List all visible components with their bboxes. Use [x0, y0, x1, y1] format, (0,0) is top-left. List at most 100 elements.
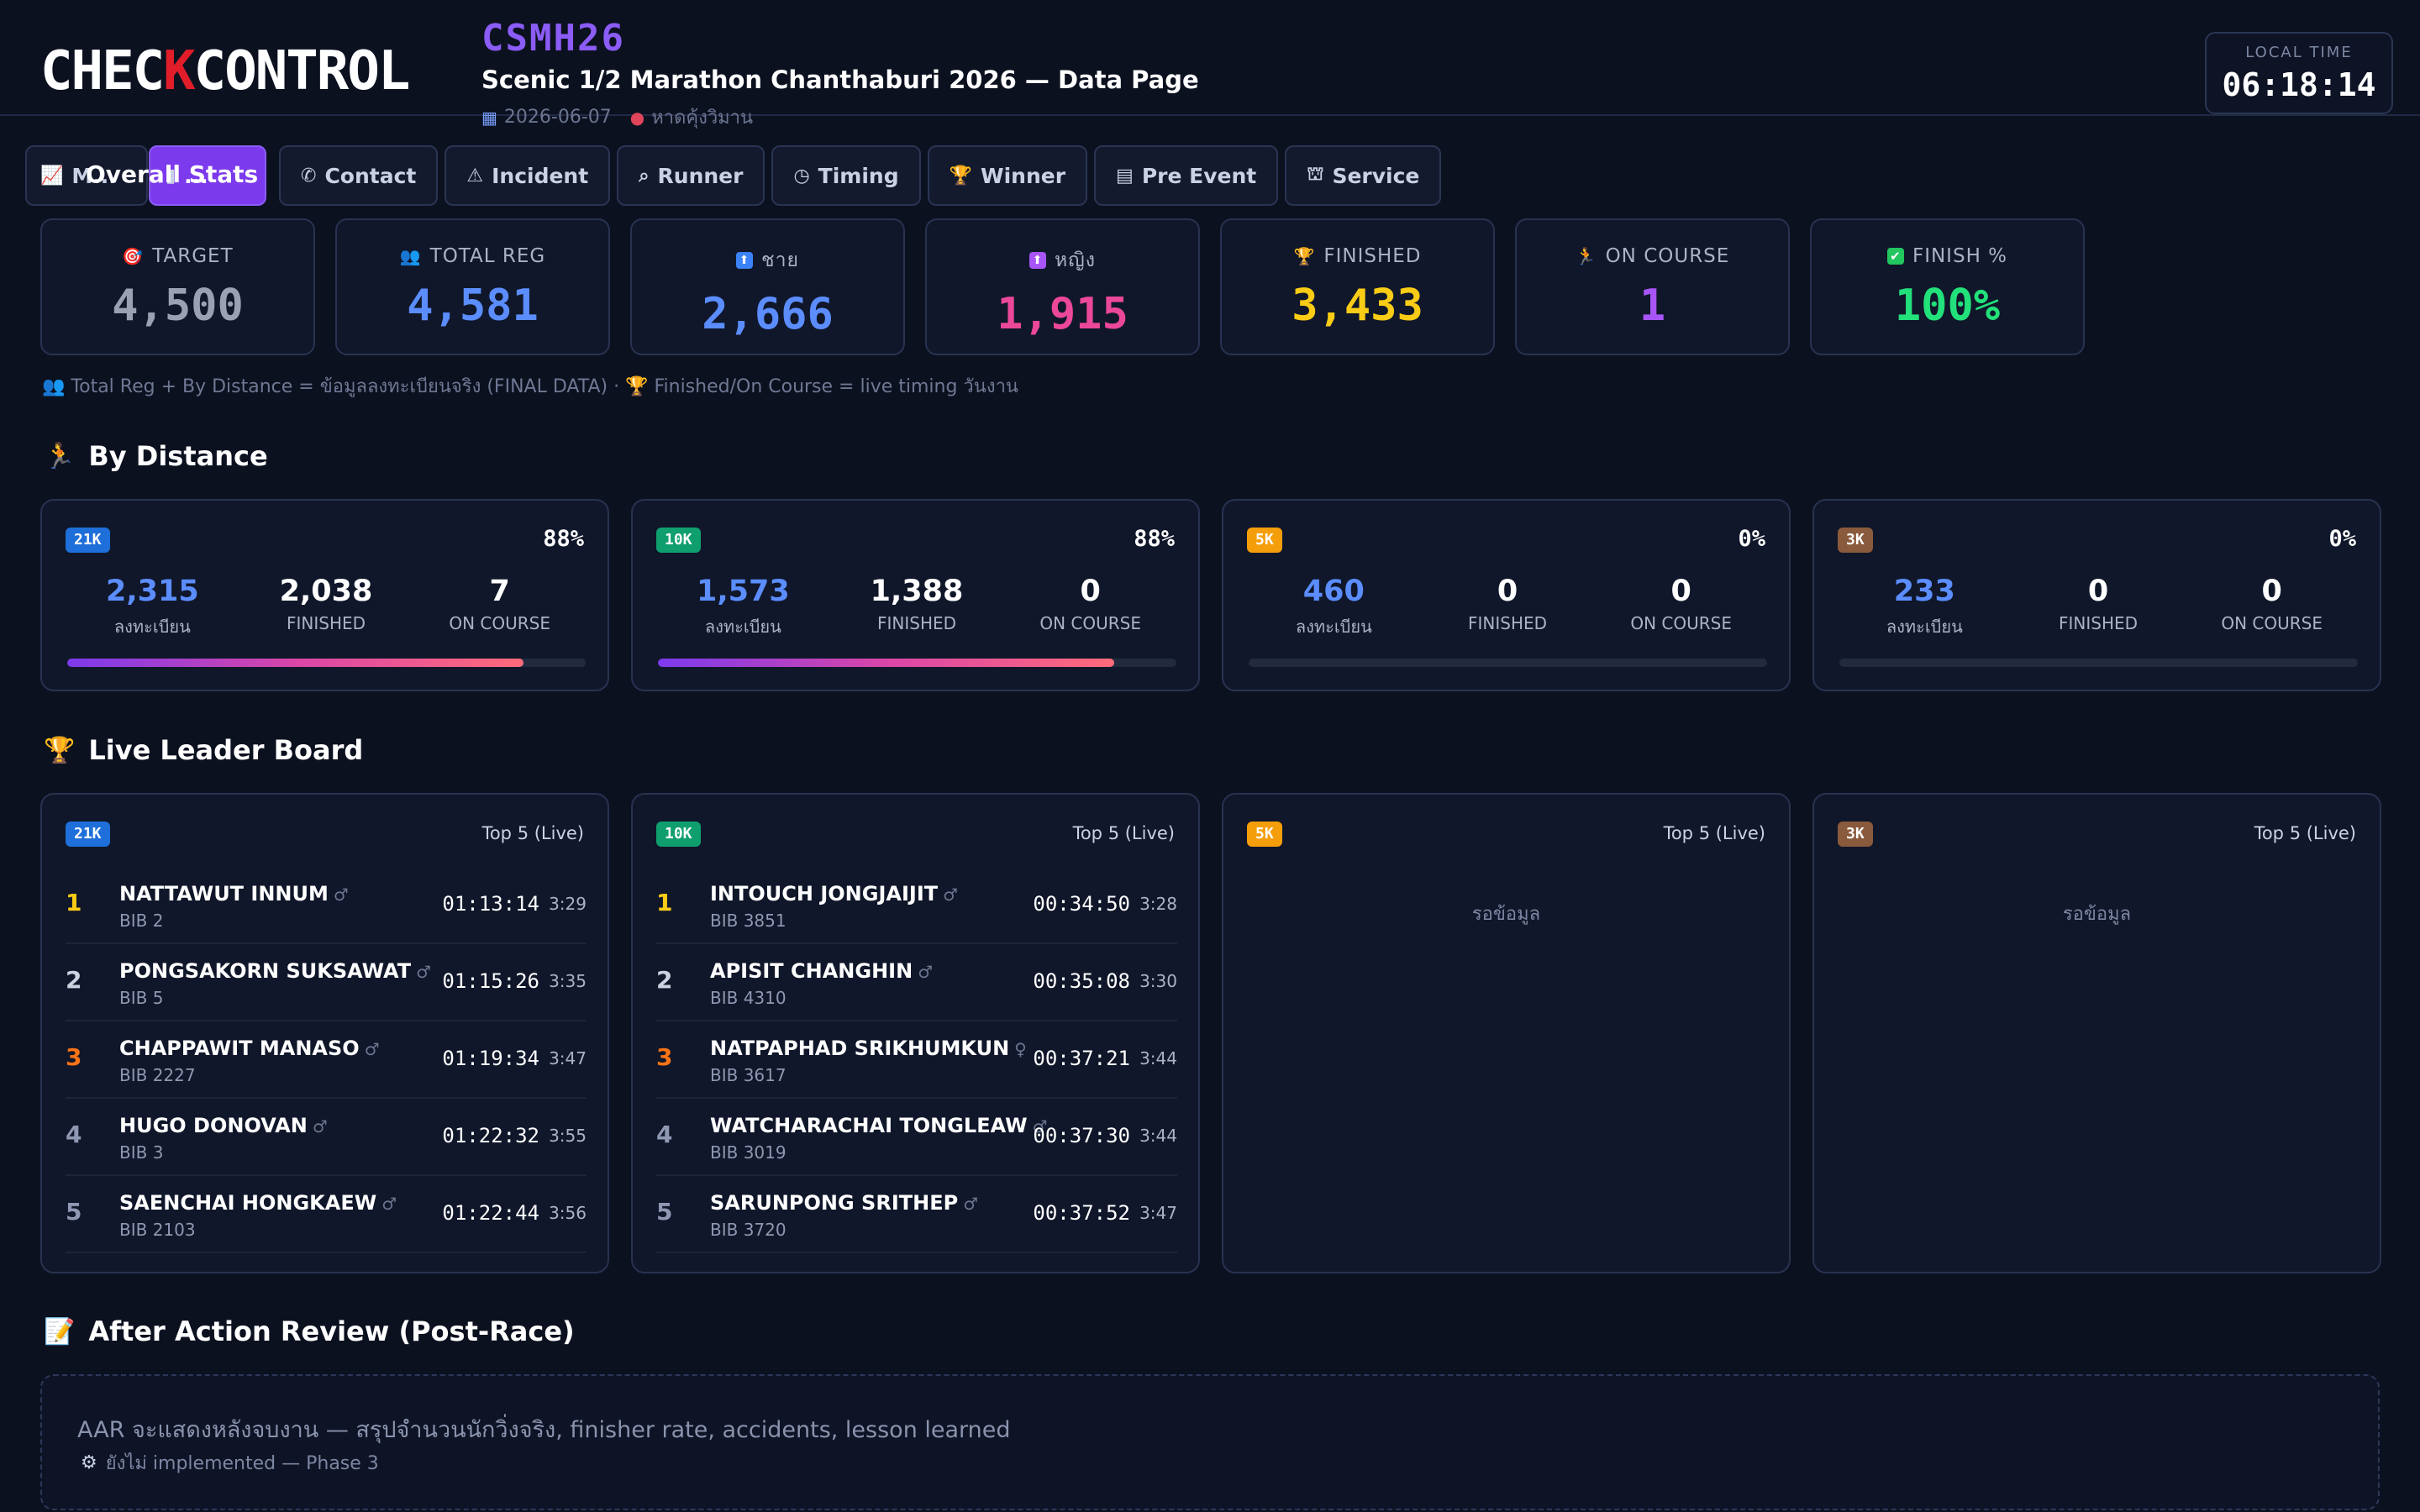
finish-time: 00:35:08: [1033, 969, 1130, 993]
stat-label-row: ⬆ ชาย: [632, 245, 903, 276]
stats-icon: ▮: [166, 165, 176, 186]
trophy-icon: 🏆: [949, 165, 972, 186]
runner-name: SAENCHAI HONGKAEW ♂: [119, 1191, 397, 1215]
table-row[interactable]: 2 APISIT CHANGHIN ♂ BIB 4310 00:35:08 3:30: [656, 944, 1177, 1021]
distance-on-course-value: 7: [489, 575, 510, 608]
leader-board-21k: 21K Top 5 (Live) 1 NATTAWUT INNUM ♂ BIB 2 01:1…: [40, 793, 609, 1273]
event-title: Scenic 1/2 Marathon Chanthaburi 2026 — D…: [481, 66, 1199, 94]
distance-finished-value: 0: [2087, 575, 2109, 608]
distance-on-course-label: ON COURSE: [1039, 613, 1141, 633]
distance-stats: 2,315 ลงทะเบียน 2,038 FINISHED 7 ON COURSE: [66, 575, 587, 640]
table-row[interactable]: 1 NATTAWUT INNUM ♂ BIB 2 01:13:14 3:29: [66, 867, 587, 944]
pace: 3:44: [1139, 1048, 1177, 1068]
distance-percent: 0%: [1738, 526, 1765, 552]
table-row[interactable]: 3 NATPAPHAD SRIKHUMKUN ♀ BIB 3617 00:37:21 3:…: [656, 1021, 1177, 1099]
tab-runner[interactable]: ⌕ Runner: [617, 145, 765, 206]
pace: 3:30: [1139, 971, 1177, 991]
distance-on-course: 7 ON COURSE: [413, 575, 587, 640]
board-rows: 1 INTOUCH JONGJAIJIT ♂ BIB 3851 00:34:50 3:28…: [656, 867, 1177, 1253]
runner-bib: BIB 2227: [119, 1065, 196, 1085]
trophy-icon: 🏆: [1293, 246, 1316, 266]
stat-value: 3,433: [1292, 281, 1423, 331]
distance-progress-bar: [1839, 659, 2358, 667]
clock-time: 06:18:14: [2222, 66, 2376, 103]
distance-on-course-value: 0: [2261, 575, 2282, 608]
tab-winner[interactable]: 🏆 Winner: [927, 145, 1088, 206]
search-icon: ⌕: [639, 165, 650, 186]
stat-label: FINISHED: [1323, 245, 1422, 267]
tab-main[interactable]: 📈 M...: [25, 145, 148, 206]
female-icon: ⬆: [1029, 252, 1046, 269]
distance-registered-label: ลงทะเบียน: [1886, 617, 1963, 637]
distance-finished-value: 0: [1497, 575, 1518, 608]
tab-contact[interactable]: ✆ Contact: [279, 145, 439, 206]
tab-overall-stats[interactable]: ▮ ...: [149, 145, 266, 206]
rank-number: 4: [66, 1121, 82, 1148]
runner-bib: BIB 2: [119, 911, 164, 931]
distance-progress-bar: [67, 659, 586, 667]
pace: 3:35: [549, 971, 587, 991]
male-icon: ⬆: [735, 252, 753, 269]
finish-time: 01:15:26: [442, 969, 539, 993]
runner-icon: 🏃: [44, 441, 76, 471]
memo-icon: 📝: [44, 1316, 76, 1347]
gender-icon: ♂: [312, 1116, 328, 1137]
stat-label-row: ⬆ หญิง: [927, 245, 1198, 276]
board-rows: 1 NATTAWUT INNUM ♂ BIB 2 01:13:14 3:29 2 PONGSA…: [66, 867, 587, 1253]
runner-bib: BIB 3019: [710, 1142, 786, 1163]
tab-label: Runner: [657, 163, 744, 188]
distance-registered-label: ลงทะเบียน: [113, 617, 191, 637]
distance-progress-bar: [658, 659, 1176, 667]
stat-label-row: 🏃 ON COURSE: [1517, 245, 1788, 267]
distance-stats: 233 ลงทะเบียน 0 FINISHED 0 ON COURSE: [1838, 575, 2359, 640]
aar-panel: AAR จะแสดงหลังจบงาน — สรุปจำนวนนักวิ่งจร…: [40, 1374, 2380, 1510]
stat-value: 1: [1639, 281, 1666, 331]
distance-card-5k: 5K 0% 460 ลงทะเบียน 0 FINISHED 0 ON COURSE: [1222, 499, 1791, 691]
table-row[interactable]: 4 HUGO DONOVAN ♂ BIB 3 01:22:32 3:55: [66, 1099, 587, 1176]
tab-active-label: ...: [184, 163, 208, 188]
pace: 3:29: [549, 894, 587, 914]
table-row[interactable]: 4 WATCHARACHAI TONGLEAW ♂ BIB 3019 00:37:30 3…: [656, 1099, 1177, 1176]
tab-pre-event[interactable]: ▤ Pre Event: [1094, 145, 1279, 206]
table-row[interactable]: 5 SAENCHAI HONGKAEW ♂ BIB 2103 01:22:44 3:56: [66, 1176, 587, 1253]
distance-progress-bar: [1249, 659, 1767, 667]
people-icon: 👥: [399, 246, 422, 266]
distance-on-course-label: ON COURSE: [2221, 613, 2323, 633]
checkcontrol-logo: CHECKCONTROL: [40, 40, 410, 102]
board-top5-label: Top 5 (Live): [1663, 823, 1765, 843]
table-row[interactable]: 5 SARUNPONG SRITHEP ♂ BIB 3720 00:37:52 3:47: [656, 1176, 1177, 1253]
distance-finished-value: 1,388: [870, 575, 964, 608]
distance-registered: 460 ลงทะเบียน: [1247, 575, 1421, 640]
distance-finished-label: FINISHED: [286, 613, 366, 633]
runner-name: WATCHARACHAI TONGLEAW ♂: [710, 1114, 1048, 1137]
runner-name: CHAPPAWIT MANASO ♂: [119, 1037, 380, 1060]
distance-stats: 460 ลงทะเบียน 0 FINISHED 0 ON COURSE: [1247, 575, 1768, 640]
stat-value: 1,915: [997, 289, 1128, 339]
tab-label: Winner: [981, 163, 1066, 188]
section-by-distance: 🏃 By Distance: [44, 440, 268, 472]
tab-service[interactable]: ⛫ Service: [1285, 145, 1442, 206]
leader-boards: 21K Top 5 (Live) 1 NATTAWUT INNUM ♂ BIB 2 01:1…: [40, 793, 2381, 1273]
table-row[interactable]: 1 INTOUCH JONGJAIJIT ♂ BIB 3851 00:34:50 3:28: [656, 867, 1177, 944]
pace: 3:28: [1139, 894, 1177, 914]
table-row[interactable]: 2 PONGSAKORN SUKSAWAT ♂ BIB 5 01:15:26 3:35: [66, 944, 587, 1021]
clipboard-icon: ▤: [1116, 165, 1134, 186]
leader-board-5k: 5K Top 5 (Live) รอข้อมูล: [1222, 793, 1791, 1273]
tab-timing[interactable]: ◷ Timing: [771, 145, 921, 206]
tab-incident[interactable]: ⚠ Incident: [445, 145, 611, 206]
finish-time: 00:37:30: [1033, 1124, 1130, 1147]
aar-status: ⚙ ยังไม่ implemented — Phase 3: [81, 1448, 379, 1478]
gender-icon: ♂: [416, 962, 432, 982]
table-row[interactable]: 3 CHAPPAWIT MANASO ♂ BIB 2227 01:19:34 3:47: [66, 1021, 587, 1099]
gender-icon: ♂: [943, 885, 959, 905]
stat-value: 4,500: [112, 281, 244, 331]
runner-bib: BIB 3720: [710, 1220, 786, 1240]
tab-items: ✆ Contact ⚠ Incident ⌕ Runner ◷ Timing 🏆 Winner ▤ P…: [279, 145, 1442, 206]
gender-icon: ♂: [918, 962, 934, 982]
distance-percent: 0%: [2328, 526, 2356, 552]
runner-name: SARUNPONG SRITHEP ♂: [710, 1191, 978, 1215]
siren-icon: ⚠: [466, 165, 484, 186]
section-aar-label: After Action Review (Post-Race): [88, 1315, 575, 1347]
distance-on-course-value: 0: [1080, 575, 1101, 608]
stat-card-finished: 🏆 FINISHED 3,433: [1220, 218, 1495, 355]
